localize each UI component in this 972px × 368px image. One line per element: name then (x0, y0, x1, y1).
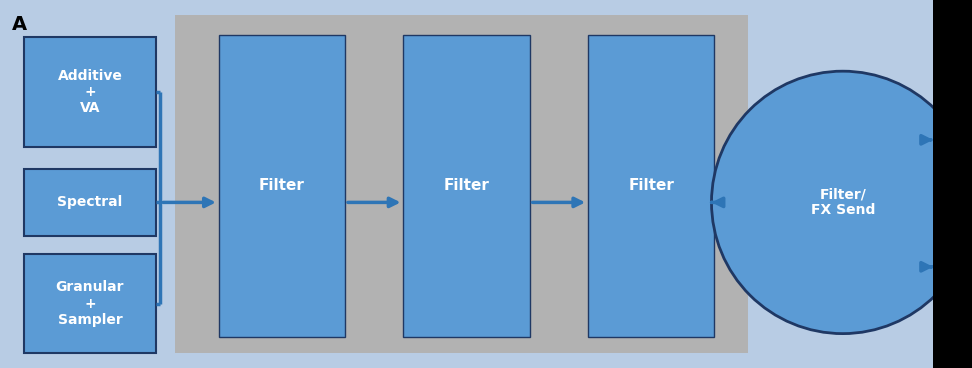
Text: Filter: Filter (259, 178, 305, 193)
Bar (403, 35, 530, 337)
Text: Granular
+
Sampler: Granular + Sampler (55, 280, 124, 327)
Text: Filter: Filter (628, 178, 675, 193)
Text: Filter/
FX Send: Filter/ FX Send (811, 187, 875, 217)
Bar (933, 0, 972, 368)
Bar (24, 37, 156, 147)
Bar (219, 35, 345, 337)
Text: Spectral: Spectral (57, 195, 122, 209)
Bar (175, 15, 748, 353)
Bar (588, 35, 714, 337)
Text: Additive
+
VA: Additive + VA (57, 69, 122, 115)
Bar (24, 254, 156, 353)
Bar (24, 169, 156, 236)
Text: A: A (12, 15, 27, 34)
Ellipse shape (712, 71, 972, 334)
Text: Filter: Filter (443, 178, 490, 193)
